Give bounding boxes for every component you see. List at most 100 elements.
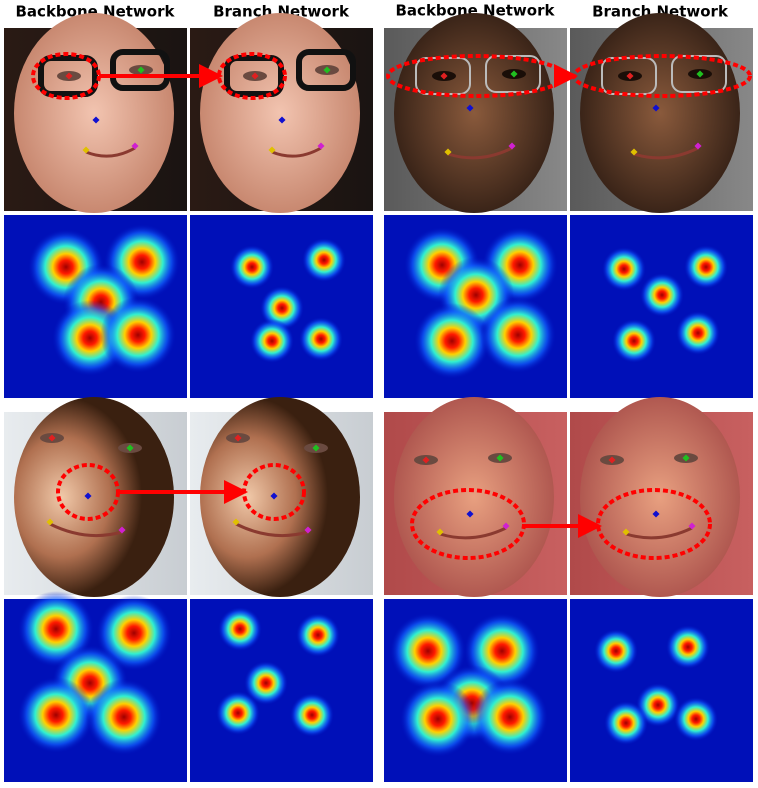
landmark	[118, 526, 126, 534]
glasses-lens	[110, 49, 170, 91]
landmark	[304, 526, 312, 534]
heatmap-blob	[290, 693, 334, 737]
heatmap-blob	[612, 319, 656, 363]
landmark	[496, 454, 504, 462]
highlight-ellipse	[596, 488, 712, 560]
heatmap	[4, 591, 187, 782]
heatmap-blob	[250, 319, 294, 363]
heatmap-blob	[244, 661, 288, 705]
landmark	[234, 434, 242, 442]
mouth	[271, 146, 322, 158]
face	[580, 397, 740, 597]
heatmap-blob	[302, 238, 346, 282]
landmark	[622, 528, 630, 536]
mouth	[235, 522, 309, 538]
landmark	[251, 72, 259, 80]
landmark	[270, 492, 278, 500]
face	[14, 397, 174, 597]
face	[200, 397, 360, 597]
landmark	[422, 456, 430, 464]
mouth	[633, 146, 699, 160]
face-photo	[570, 13, 753, 213]
landmark	[232, 518, 240, 526]
landmark	[626, 72, 634, 80]
landmark	[508, 142, 516, 150]
landmark	[323, 66, 331, 74]
landmark	[278, 116, 286, 124]
face	[580, 13, 740, 213]
landmark	[65, 72, 73, 80]
face-photo	[570, 397, 753, 597]
landmark	[466, 104, 474, 112]
column-header: Backbone Network	[396, 2, 556, 20]
heatmap-blob	[18, 591, 94, 667]
face-photo	[190, 13, 373, 213]
heatmap-blob	[684, 245, 728, 289]
landmark	[436, 528, 444, 536]
face	[14, 13, 174, 213]
landmark	[137, 66, 145, 74]
landmark	[696, 70, 704, 78]
heatmap-blob	[390, 613, 466, 689]
heatmap-blob	[400, 681, 476, 757]
heatmap	[570, 599, 753, 782]
column-header: Branch Network	[592, 3, 729, 21]
landmark	[48, 434, 56, 442]
heatmap-blob	[260, 286, 304, 330]
landmark	[126, 444, 134, 452]
heatmap	[4, 215, 187, 398]
heatmap-blob	[594, 629, 638, 673]
heatmap-blob	[18, 677, 94, 753]
landmark	[466, 510, 474, 518]
face-photo	[4, 397, 187, 597]
landmark	[46, 518, 54, 526]
mouth	[447, 146, 513, 160]
heatmap	[570, 215, 753, 398]
landmark	[608, 456, 616, 464]
face	[200, 13, 360, 213]
heatmap-blob	[414, 303, 490, 379]
heatmap-blob	[230, 245, 274, 289]
heatmap-blob	[640, 273, 684, 317]
landmark	[268, 146, 276, 154]
glasses-lens	[38, 55, 98, 97]
glasses-lens	[296, 49, 356, 91]
landmark	[510, 70, 518, 78]
landmark	[312, 444, 320, 452]
heatmap-blob	[666, 625, 710, 669]
landmark	[92, 116, 100, 124]
landmark	[84, 492, 92, 500]
landmark	[688, 522, 696, 530]
face-photo	[190, 397, 373, 597]
landmark	[131, 142, 139, 150]
glasses-lens	[224, 55, 284, 97]
landmark	[682, 454, 690, 462]
heatmap-blob	[216, 691, 260, 735]
heatmap-blob	[296, 613, 340, 657]
face	[394, 13, 554, 213]
landmark	[82, 146, 90, 154]
heatmap-blob	[100, 297, 176, 373]
mouth	[625, 526, 693, 540]
heatmap	[384, 215, 567, 398]
landmark	[652, 104, 660, 112]
heatmap-blob	[299, 317, 343, 361]
heatmap-blob	[472, 679, 548, 755]
mouth	[85, 146, 136, 158]
face-photo	[384, 13, 567, 213]
heatmap-blob	[86, 679, 162, 755]
heatmap-blob	[480, 297, 556, 373]
column-header: Backbone Network	[16, 3, 176, 21]
column-header: Branch Network	[213, 3, 350, 21]
heatmap	[384, 599, 567, 782]
mouth	[49, 522, 123, 538]
heatmap-blob	[636, 683, 680, 727]
heatmap-blob	[676, 311, 720, 355]
face-photo	[384, 397, 567, 597]
face	[394, 397, 554, 597]
mouth	[439, 526, 507, 540]
landmark	[630, 148, 638, 156]
heatmap	[190, 215, 373, 398]
highlight-ellipse	[217, 52, 287, 100]
